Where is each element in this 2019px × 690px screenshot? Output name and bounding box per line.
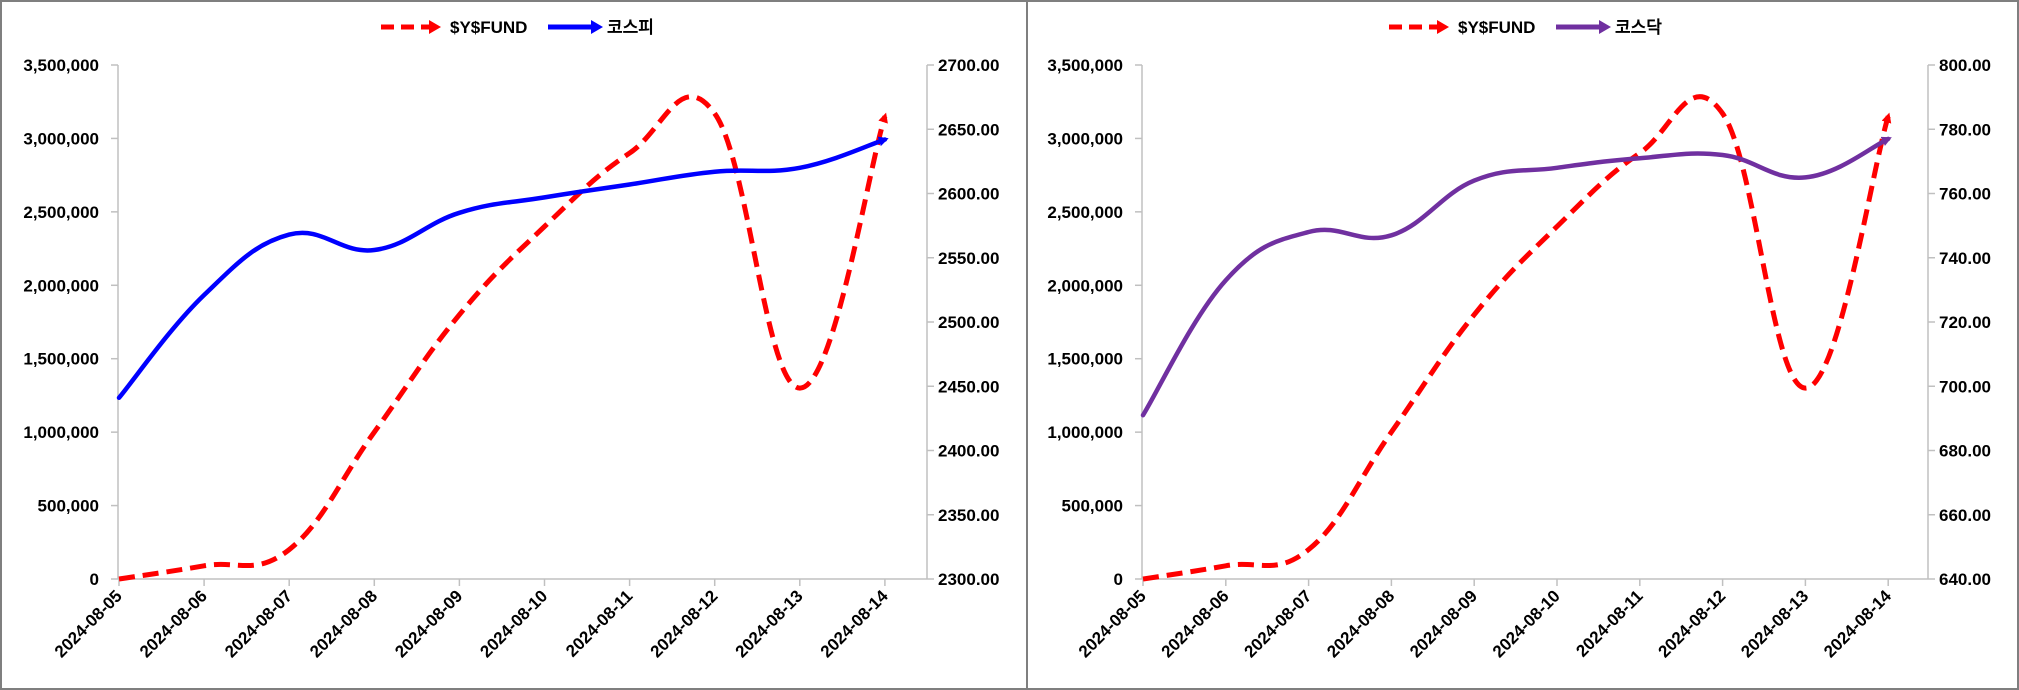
right-tick-label: 680.00 xyxy=(1939,442,1991,461)
right-tick-label: 2450.00 xyxy=(938,377,999,396)
legend-kospi-arrow-icon xyxy=(591,20,603,34)
left-tick-label: 3,000,000 xyxy=(23,129,99,148)
right-tick-label: 640.00 xyxy=(1939,570,1991,589)
right-tick-label: 760.00 xyxy=(1939,185,1991,204)
series-line-index xyxy=(1140,136,1892,418)
series-line-fund xyxy=(118,94,888,582)
right-tick-label: 780.00 xyxy=(1939,120,1991,139)
left-axis: 0 500,000 1,000,000 1,500,000 2,000,000 2,500… xyxy=(1047,56,1143,589)
right-tick-label: 800.00 xyxy=(1939,56,1991,75)
left-tick-label: 3,500,000 xyxy=(1047,56,1123,75)
legend: $Y$FUND 코스피 xyxy=(381,18,654,37)
right-tick-label: 720.00 xyxy=(1939,313,1991,332)
series-line-fund xyxy=(1142,94,1892,582)
left-tick-label: 500,000 xyxy=(38,497,99,516)
right-tick-label: 700.00 xyxy=(1939,377,1991,396)
legend-kosdaq-label: 코스닥 xyxy=(1615,18,1662,37)
right-tick-label: 2600.00 xyxy=(938,185,999,204)
right-tick-label: 660.00 xyxy=(1939,506,1991,525)
left-tick-label: 2,500,000 xyxy=(23,203,99,222)
right-tick-label: 2650.00 xyxy=(938,120,999,139)
left-tick-label: 1,000,000 xyxy=(1047,423,1123,442)
series-lines xyxy=(1140,94,1892,582)
right-tick-label: 740.00 xyxy=(1939,249,1991,268)
legend-fund-label: $Y$FUND xyxy=(450,18,527,37)
right-axis: 2300.00 2350.00 2400.00 2450.00 2500.00 2550.… xyxy=(926,56,999,589)
right-tick-label: 2350.00 xyxy=(938,506,999,525)
legend-fund-arrow-icon xyxy=(1437,20,1449,34)
left-tick-label: 2,500,000 xyxy=(1047,203,1123,222)
chart-panel-kospi xyxy=(0,0,1028,690)
chart-panel-kosdaq xyxy=(1026,0,2019,690)
right-axis: 640.00 660.00 680.00 700.00 720.00 740.00 760.… xyxy=(1927,56,1991,589)
left-tick-label: 2,000,000 xyxy=(23,276,99,295)
right-tick-label: 2700.00 xyxy=(938,56,999,75)
left-tick-label: 3,500,000 xyxy=(23,56,99,75)
legend-fund-label: $Y$FUND xyxy=(1458,18,1535,37)
series-line-index xyxy=(116,136,889,401)
left-tick-label: 1,000,000 xyxy=(23,423,99,442)
left-tick-label: 3,000,000 xyxy=(1047,129,1123,148)
right-tick-label: 2300.00 xyxy=(938,570,999,589)
left-tick-label: 0 xyxy=(90,570,99,589)
legend-fund-arrow-icon xyxy=(429,20,441,34)
right-tick-label: 2500.00 xyxy=(938,313,999,332)
right-tick-label: 2550.00 xyxy=(938,249,999,268)
legend: $Y$FUND 코스닥 xyxy=(1389,18,1662,37)
series-lines xyxy=(116,94,889,582)
left-tick-label: 0 xyxy=(1114,570,1123,589)
left-tick-label: 1,500,000 xyxy=(1047,350,1123,369)
left-tick-label: 1,500,000 xyxy=(23,350,99,369)
legend-kosdaq-arrow-icon xyxy=(1599,20,1611,34)
left-tick-label: 500,000 xyxy=(1062,497,1123,516)
right-tick-label: 2400.00 xyxy=(938,442,999,461)
left-tick-label: 2,000,000 xyxy=(1047,276,1123,295)
legend-kospi-label: 코스피 xyxy=(607,18,654,37)
left-axis: 0 500,000 1,000,000 1,500,000 2,000,000 2,500… xyxy=(23,56,119,589)
